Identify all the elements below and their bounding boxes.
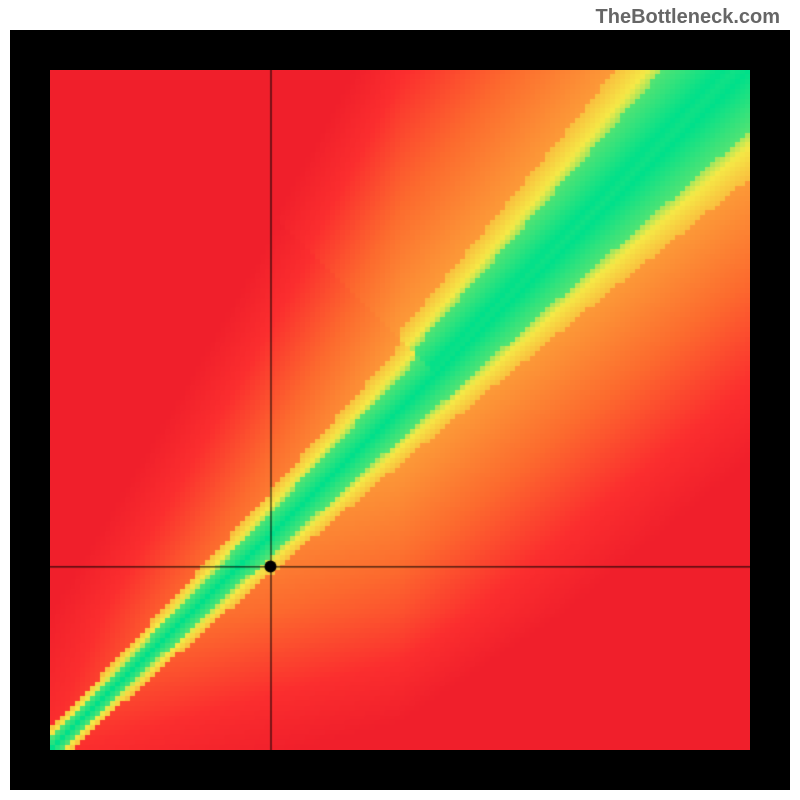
chart-container: TheBottleneck.com [0, 0, 800, 800]
heatmap-canvas [50, 70, 750, 750]
watermark-text: TheBottleneck.com [596, 6, 780, 29]
